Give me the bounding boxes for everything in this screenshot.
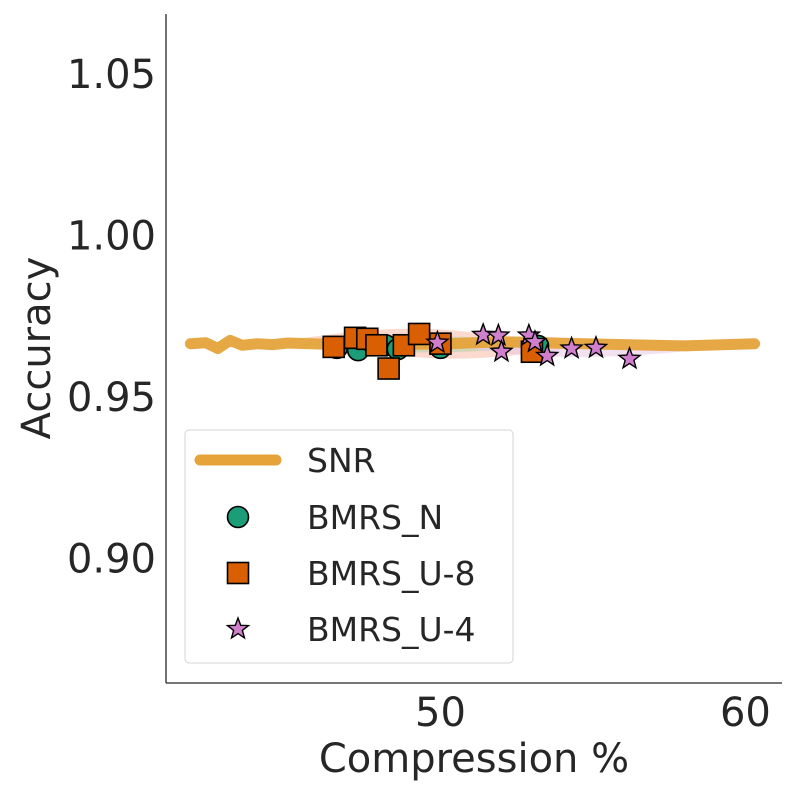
legend-label-bmrs-n: BMRS_N <box>307 498 443 537</box>
data-point-bmrs-u-4 <box>425 329 450 354</box>
legend-label-snr: SNR <box>307 441 376 480</box>
tick-labels: 50 60 0.90 0.95 1.00 1.05 <box>67 52 771 736</box>
data-point-bmrs-u-4 <box>486 322 511 347</box>
x-tick-label: 50 <box>415 690 466 736</box>
legend-label-bmrs-u-4: BMRS_U-4 <box>307 610 476 649</box>
y-tick-label: 1.00 <box>67 213 156 259</box>
data-point-bmrs-u-8 <box>407 322 431 346</box>
axes <box>165 14 782 684</box>
legend-swatch-bmrs-u-4 <box>225 615 251 640</box>
legend-box <box>184 429 514 664</box>
data-point-bmrs-u-4 <box>534 342 560 367</box>
line-series <box>184 334 761 354</box>
data-point-bmrs-u-8 <box>365 333 388 357</box>
legend-label-bmrs-u-8: BMRS_U-8 <box>307 554 476 593</box>
data-point-bmrs-u-4 <box>617 345 642 370</box>
data-point-bmrs-u-4 <box>583 334 609 359</box>
data-point-bmrs-u-8 <box>322 335 346 359</box>
data-point-bmrs-u-4 <box>489 338 514 363</box>
legend-swatch-bmrs-u-8 <box>226 561 250 585</box>
data-point-bmrs-u-4 <box>559 335 584 360</box>
y-axis-label: Accuracy <box>14 257 60 440</box>
data-point-bmrs-u-8 <box>377 357 400 380</box>
scatter-points <box>322 321 642 380</box>
y-tick-label: 1.05 <box>67 52 156 98</box>
series-line-snr <box>184 334 761 354</box>
x-tick-label: 60 <box>720 690 771 736</box>
x-axis-label: Compression % <box>319 736 629 782</box>
data-point-bmrs-u-4 <box>522 329 548 353</box>
y-tick-label: 0.90 <box>67 537 156 583</box>
y-tick-label: 0.95 <box>67 375 156 421</box>
legend: SNR BMRS_N BMRS_U-8 BMRS_U-4 <box>184 429 514 664</box>
legend-swatch-bmrs-n <box>226 505 250 529</box>
